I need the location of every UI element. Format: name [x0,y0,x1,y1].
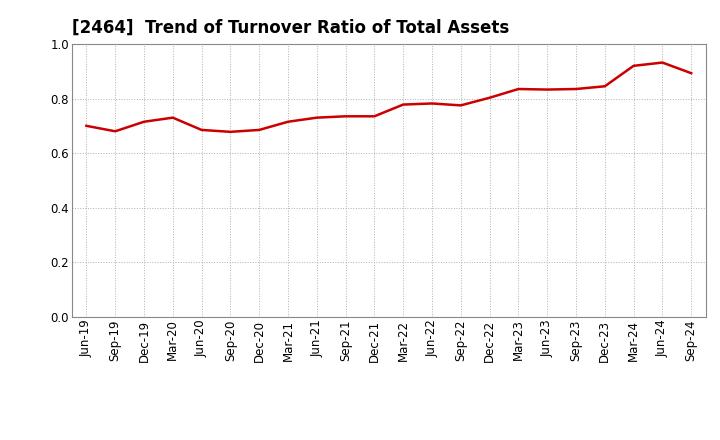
Text: [2464]  Trend of Turnover Ratio of Total Assets: [2464] Trend of Turnover Ratio of Total … [72,19,509,37]
